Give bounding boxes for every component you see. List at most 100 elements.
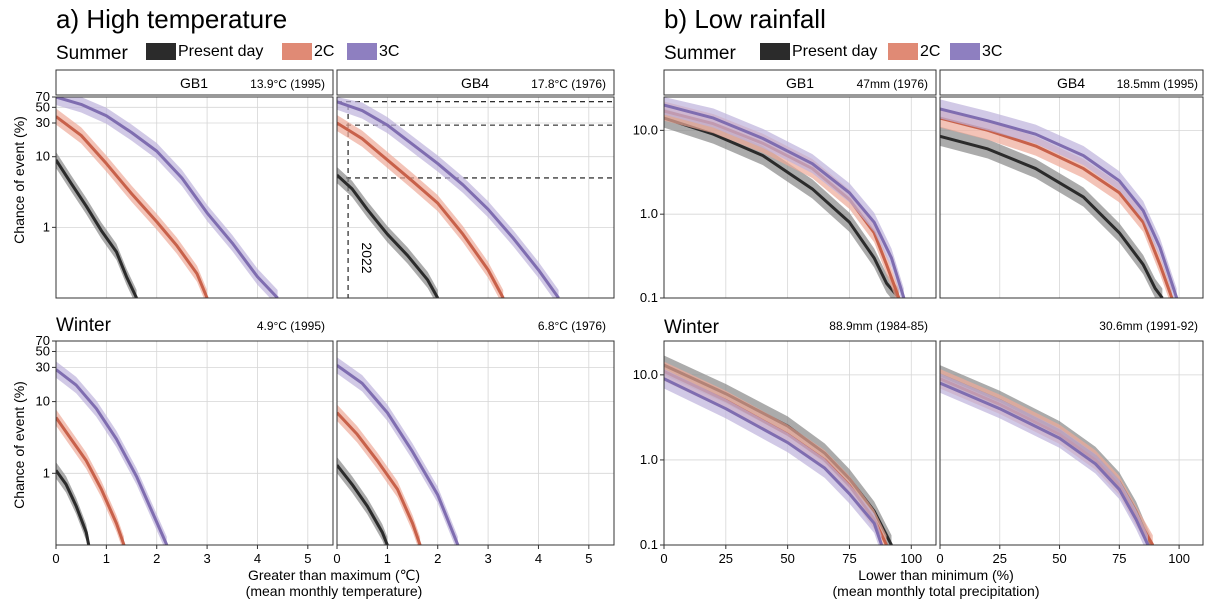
plot-frame — [939, 340, 1204, 546]
legend-swatch-2c — [888, 43, 918, 60]
record-a-summer-gb4: 17.8°C (1976) — [531, 77, 606, 91]
plot-b-winter-gb4: 0 25 50 75 100 — [936, 340, 1204, 566]
plot-background — [337, 341, 614, 545]
record-a-winter-gb4: 6.8°C (1976) — [538, 319, 606, 333]
plot-frame — [336, 340, 615, 546]
legend-label-present: Present day — [178, 43, 263, 60]
series-line-present-day — [940, 134, 1164, 298]
legend-swatch-2c — [282, 43, 312, 60]
x-tick-label: 5 — [585, 551, 592, 566]
series-band-present-day — [664, 108, 899, 298]
plot-a-summer-gb4: 2022 — [336, 96, 615, 299]
series-band-3c — [664, 97, 904, 298]
legend-label-present: Present day — [792, 43, 877, 60]
x-tick-label: 4 — [535, 551, 542, 566]
plot-frame — [55, 96, 334, 299]
series-line-2c — [56, 416, 126, 545]
plot-frame — [939, 96, 1204, 299]
series-line-present-day — [56, 469, 91, 545]
x-tick-label: 25 — [719, 551, 733, 566]
legend-swatch-present — [146, 43, 176, 60]
x-tick-label: 1 — [384, 551, 391, 566]
strip-b-summer-gb1: GB1 — [663, 69, 937, 96]
y-tick-label: 30 — [36, 359, 50, 374]
series-line-3c — [940, 381, 1150, 545]
panel-b-winter-label: Winter — [664, 317, 720, 338]
x-tick-label: 3 — [203, 551, 210, 566]
legend-swatch-3c — [950, 43, 980, 60]
plot-background — [56, 341, 333, 545]
x-tick-label: 0 — [936, 551, 943, 566]
panel-a-xlabel-line2: (mean monthly temperature) — [246, 583, 423, 599]
y-tick-label: 1 — [43, 465, 50, 480]
record-a-winter-gb1: 4.9°C (1995) — [257, 319, 325, 333]
x-tick-label: 4 — [254, 551, 261, 566]
plot-b-summer-gb4 — [939, 96, 1204, 299]
plot-frame — [663, 96, 937, 299]
plot-frame — [663, 340, 937, 546]
series-line-present-day — [56, 159, 138, 298]
record-b-winter-gb1: 88.9mm (1984-85) — [829, 319, 928, 333]
series-band-3c — [664, 369, 882, 545]
strip-region-label: GB1 — [180, 75, 208, 91]
strip-region-label: GB4 — [461, 75, 489, 91]
plot-frame — [55, 340, 334, 546]
y-tick-label: 10.0 — [633, 122, 658, 137]
y-tick-label: 10 — [36, 149, 50, 164]
strip-region-label: GB1 — [786, 75, 814, 91]
series-band-2c — [56, 108, 208, 298]
x-tick-label: 100 — [1168, 551, 1190, 566]
x-tick-label: 2 — [434, 551, 441, 566]
x-tick-label: 5 — [304, 551, 311, 566]
series-band-3c — [940, 99, 1177, 298]
legend-swatch-3c — [347, 43, 377, 60]
legend-swatch-present — [760, 43, 790, 60]
y-tick-label: 1.0 — [640, 452, 658, 467]
y-tick-label: 30 — [36, 115, 50, 130]
panel-a-winter-ylabel: Chance of event (%) — [11, 381, 27, 509]
series-band-2c — [337, 404, 421, 545]
series-band-3c — [337, 357, 458, 545]
x-tick-label: 1 — [103, 551, 110, 566]
strip-a-summer-gb1: GB1 — [55, 69, 334, 96]
series-band-present-day — [940, 126, 1163, 298]
legend-label-3c: 3C — [379, 43, 399, 60]
x-tick-label: 0 — [52, 551, 59, 566]
panel-a-summer-label: Summer — [56, 43, 128, 64]
series-line-present-day — [337, 464, 389, 545]
record-a-summer-gb1: 13.9°C (1995) — [250, 77, 325, 91]
x-tick-label: 0 — [660, 551, 667, 566]
series-line-3c — [337, 364, 460, 545]
y-tick-label: 1 — [43, 219, 50, 234]
record-b-summer-gb4: 18.5mm (1995) — [1117, 77, 1198, 91]
x-tick-label: 25 — [993, 551, 1007, 566]
x-tick-label: 3 — [484, 551, 491, 566]
panel-a-legend: Present day 2C 3C — [146, 43, 399, 60]
x-tick-label: 75 — [842, 551, 856, 566]
series-line-3c — [337, 100, 560, 298]
series-line-2c — [940, 116, 1174, 298]
record-b-winter-gb4: 30.6mm (1991-92) — [1099, 319, 1198, 333]
x-tick-label: 2 — [153, 551, 160, 566]
panel-a-winter-label: Winter — [56, 315, 112, 336]
series-line-3c — [664, 103, 906, 298]
series-band-3c — [337, 97, 559, 298]
x-tick-label: 75 — [1112, 551, 1126, 566]
series-line-3c — [56, 97, 279, 298]
series-line-2c — [337, 121, 505, 298]
y-tick-label: 1.0 — [640, 206, 658, 221]
y-tick-label: 70 — [36, 89, 50, 104]
series-line-3c — [56, 368, 169, 545]
strip-region-label: GB4 — [1057, 75, 1085, 91]
y-tick-label: 0.1 — [640, 537, 658, 552]
panel-b-legend: Present day 2C 3C — [760, 43, 1002, 60]
y-tick-label: 50 — [36, 343, 50, 358]
legend-label-2c: 2C — [920, 43, 940, 60]
series-line-3c — [664, 377, 884, 545]
legend-label-2c: 2C — [314, 43, 334, 60]
y-tick-label: 0.1 — [640, 290, 658, 305]
x-tick-label: 0 — [333, 551, 340, 566]
plot-b-summer-gb1: 0.1 1.0 10.0 — [633, 96, 937, 305]
